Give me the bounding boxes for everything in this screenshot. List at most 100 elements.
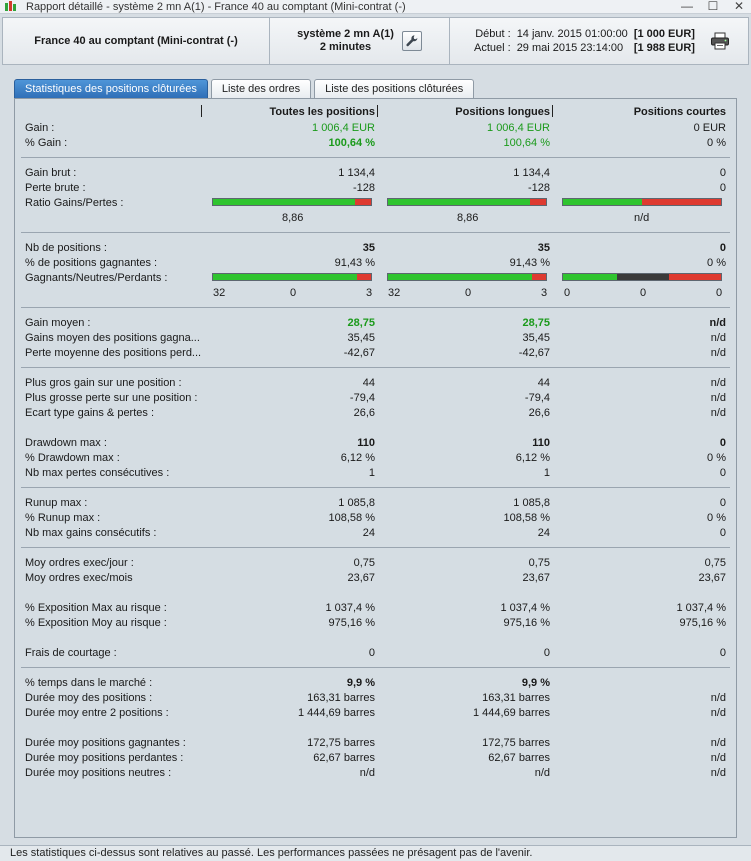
stat-row-expo-moy: % Exposition Moy au risque : 975,16 % 97… xyxy=(15,616,736,631)
stat-value-short: n/d xyxy=(710,347,726,359)
stat-value-all: 1 134,4 xyxy=(338,167,375,179)
stat-value-short: n/d xyxy=(709,317,727,329)
stat-label: % Exposition Moy au risque : xyxy=(25,617,167,629)
stat-label: Perte moyenne des positions perd... xyxy=(25,347,202,359)
stat-value-long: -128 xyxy=(527,182,550,194)
stat-row-gains-moyen-gagnantes: Gains moyen des positions gagna... 35,45… xyxy=(15,331,736,346)
close-button[interactable]: ✕ xyxy=(733,0,745,13)
column-separator xyxy=(552,105,553,117)
winners-count-long: 32 xyxy=(388,287,401,299)
stat-value-long: 1 444,69 barres xyxy=(472,707,550,719)
bar-segment-losing xyxy=(642,199,721,205)
date-range: Début : 14 janv. 2015 01:00:00 [1 000 EU… xyxy=(450,18,748,64)
stat-value-long: 108,58 % xyxy=(503,512,550,524)
current-date: 29 mai 2015 23:14:00 xyxy=(516,42,624,54)
stat-label: Gain : xyxy=(25,122,55,134)
start-date: 14 janv. 2015 01:00:00 xyxy=(516,28,628,40)
stat-value-short: 0 % xyxy=(707,257,726,269)
tab-closed-positions-stats[interactable]: Statistiques des positions clôturées xyxy=(14,79,208,98)
section-divider xyxy=(21,367,730,368)
stat-row-gnp: Gagnants/Neutres/Perdants : xyxy=(15,271,736,286)
stat-value-long: 9,9 % xyxy=(521,677,550,689)
stat-label: % temps dans le marché : xyxy=(25,677,153,689)
section-divider xyxy=(21,487,730,488)
minimize-button[interactable]: — xyxy=(681,0,693,13)
section-divider xyxy=(21,157,730,158)
print-button[interactable] xyxy=(709,31,731,51)
system-settings-button[interactable] xyxy=(401,31,422,51)
gnp-bar-all xyxy=(212,273,372,281)
bar-segment-winning xyxy=(563,274,617,280)
system-name: système 2 mn A(1) xyxy=(297,28,394,40)
stat-value-short: 0 xyxy=(719,497,726,509)
stat-value-all: 6,12 % xyxy=(340,452,375,464)
stat-value-long: 975,16 % xyxy=(503,617,550,629)
stat-value-long: 26,6 xyxy=(528,407,550,419)
stat-label: Gain moyen : xyxy=(25,317,91,329)
stat-value-all: 975,16 % xyxy=(328,617,375,629)
stat-value-long: 172,75 barres xyxy=(482,737,550,749)
stat-value-long: 1 xyxy=(543,467,550,479)
stat-value-all: 1 037,4 % xyxy=(325,602,375,614)
stat-row-nb-positions: Nb de positions : 35 35 0 xyxy=(15,241,736,256)
stat-label: Durée moy positions perdantes : xyxy=(25,752,184,764)
stat-value-all: 172,75 barres xyxy=(307,737,375,749)
stat-value-long: 1 006,4 EUR xyxy=(487,122,550,134)
stat-row-perte-brute: Perte brute : -128 -128 0 xyxy=(15,181,736,196)
losers-count-short: 0 xyxy=(716,287,723,299)
ratio-value-short: n/d xyxy=(634,212,650,224)
stat-value-short: 23,67 xyxy=(698,572,726,584)
stat-label: % Exposition Max au risque : xyxy=(25,602,167,614)
losers-count-all: 3 xyxy=(366,287,373,299)
stat-value-short: 0 xyxy=(719,167,726,179)
stat-value-all: 0 xyxy=(368,647,375,659)
stat-value-short: 0 xyxy=(719,647,726,659)
stat-value-long: 35 xyxy=(537,242,550,254)
stat-label: Perte brute : xyxy=(25,182,86,194)
section-divider xyxy=(21,232,730,233)
neutral-count-long: 0 xyxy=(465,287,472,299)
stat-label: Durée moy des positions : xyxy=(25,692,153,704)
window-titlebar: Rapport détaillé - système 2 mn A(1) - F… xyxy=(0,0,751,14)
stat-value-all: 91,43 % xyxy=(334,257,375,269)
stat-value-short: 0 % xyxy=(707,512,726,524)
bar-segment-winning xyxy=(388,274,532,280)
stat-value-all: 1 xyxy=(368,467,375,479)
stat-row-duree-gagnantes: Durée moy positions gagnantes : 172,75 b… xyxy=(15,736,736,751)
stat-value-short: n/d xyxy=(710,707,726,719)
start-label: Début : xyxy=(475,28,511,40)
bar-segment-losing xyxy=(355,199,371,205)
ratio-bar-all xyxy=(212,198,372,206)
stat-row-duree-perdantes: Durée moy positions perdantes : 62,67 ba… xyxy=(15,751,736,766)
stat-label: Frais de courtage : xyxy=(25,647,117,659)
gnp-bar-long xyxy=(387,273,547,281)
tab-orders-list[interactable]: Liste des ordres xyxy=(210,79,312,98)
stat-row-pct-temps: % temps dans le marché : 9,9 % 9,9 % xyxy=(15,676,736,691)
stat-value-all: 110 xyxy=(357,437,375,449)
stat-value-all: 9,9 % xyxy=(346,677,375,689)
current-amount: [1 988 EUR] xyxy=(633,42,695,54)
stat-value-long: -79,4 xyxy=(524,392,550,404)
stat-row-ratio: Ratio Gains/Pertes : xyxy=(15,196,736,211)
stat-value-short: n/d xyxy=(710,692,726,704)
column-header-long: Positions longues xyxy=(455,106,550,118)
stat-value-short: n/d xyxy=(710,767,726,779)
stat-label: Gain brut : xyxy=(25,167,77,179)
stat-value-all: 1 085,8 xyxy=(338,497,375,509)
system-timeframe: 2 minutes xyxy=(319,41,372,53)
winners-count-short: 0 xyxy=(564,287,571,299)
stat-value-all: 62,67 barres xyxy=(313,752,375,764)
ratio-value-all: 8,86 xyxy=(282,212,304,224)
bar-segment-winning xyxy=(213,199,356,205)
stat-label: Moy ordres exec/jour : xyxy=(25,557,134,569)
stat-value-long: 163,31 barres xyxy=(482,692,550,704)
bar-segment-winning xyxy=(213,274,357,280)
stat-value-all: 24 xyxy=(362,527,375,539)
stat-value-all: 100,64 % xyxy=(328,137,375,149)
stat-value-long: 62,67 barres xyxy=(488,752,550,764)
bar-segment-losing xyxy=(668,274,721,280)
instrument-name: France 40 au comptant (Mini-contrat (-) xyxy=(3,18,270,64)
tab-closed-positions-list[interactable]: Liste des positions clôturées xyxy=(314,79,475,98)
maximize-button[interactable]: ☐ xyxy=(707,0,719,13)
stat-value-short: 0 xyxy=(719,182,726,194)
